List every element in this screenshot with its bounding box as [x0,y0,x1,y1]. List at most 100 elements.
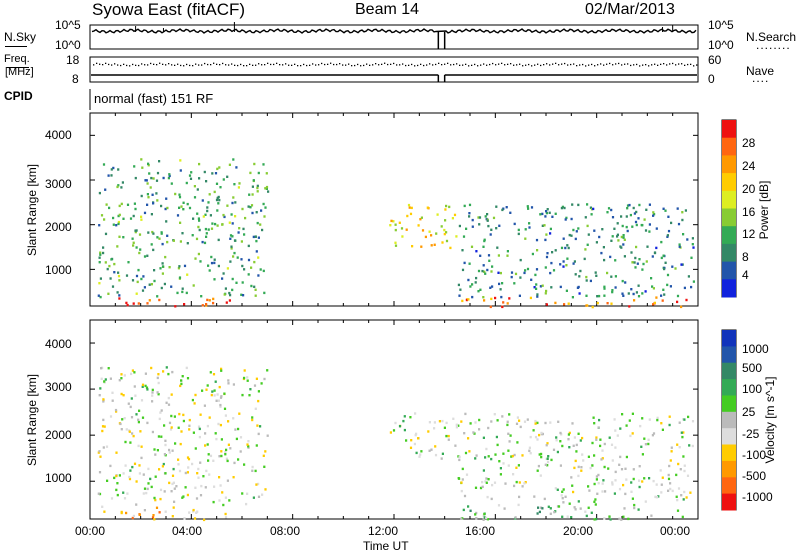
power-cell [483,270,486,273]
velocity-cell [222,503,225,507]
nave-dot [189,64,191,67]
nave-dot [225,64,227,66]
velocity-cell [568,502,571,505]
velocity-cell [198,427,201,431]
velocity-cell [475,517,478,520]
velocity-cell [159,488,163,492]
power-cell [550,261,553,265]
velocity-cell [124,464,127,467]
nave-dot [564,62,566,65]
vel-cbtick-25: 25 [742,405,756,419]
power-cell [192,217,195,220]
power-cell [98,224,101,227]
power-cell [628,203,631,207]
power-cell [138,251,141,255]
power-cell [198,177,201,180]
power-cell [165,197,168,200]
freq-tick-top: 18 [66,53,80,67]
velocity-cell [255,444,258,447]
power-cell [161,265,165,268]
power-cell [444,219,447,222]
nave-dot [594,65,596,67]
velocity-cell [150,366,153,370]
nave-dot [399,64,401,66]
power-cell [211,172,214,175]
velocity-cell [513,453,516,457]
power-colorbar-swatch [722,120,736,139]
power-cell [177,267,180,270]
power-cell [681,263,684,266]
power-cell [616,222,619,225]
power-cell [257,274,260,277]
power-cell [146,302,149,305]
velocity-cell [113,476,116,480]
velocity-colorbar-swatch [722,493,736,511]
velocity-cell [676,509,680,512]
power-cell [570,217,573,221]
velocity-cell [206,384,209,387]
nave-dot [570,63,572,66]
velocity-cell [143,509,146,512]
velocity-cell [528,446,531,449]
power-cell [583,257,586,261]
velocity-cell [208,416,211,419]
power-cell [626,204,630,207]
power-cell [147,231,150,234]
power-cell [188,206,192,210]
power-cell [242,294,245,297]
velocity-cell [587,506,590,509]
velocity-cell [194,393,197,397]
power-cell [420,216,423,219]
velocity-cell [186,377,190,380]
power-cell [661,299,664,302]
nave-dot [105,62,107,64]
power-cell [638,203,641,207]
power-cell [459,288,462,291]
power-cell [435,232,438,235]
power-cell [589,206,592,209]
velocity-cell [485,481,488,484]
velocity-cell [611,459,614,462]
velocity-cell [118,474,121,477]
power-cell [682,233,685,236]
velocity-cell [178,469,182,473]
power-cell [117,184,120,187]
power-cell [206,298,209,302]
velocity-cell [419,453,422,456]
velocity-cell [668,464,671,468]
velocity-cell [440,457,443,460]
velocity-cell [196,510,199,513]
time-tick-3: 12:00 [368,524,399,538]
velocity-cell [264,450,267,453]
nave-dot [291,64,293,66]
velocity-cell [538,433,541,437]
nave-dot [588,64,590,66]
power-cell [194,257,197,260]
velocity-cell [102,400,105,403]
velocity-cell [509,434,512,437]
power-cell [622,234,625,237]
power-cell [462,235,466,238]
power-cell [182,201,185,204]
nave-dot [528,63,530,66]
power-cell [613,227,616,230]
velocity-cell [434,453,438,457]
velocity-cell [98,450,101,453]
power-cell [164,255,167,259]
velocity-cell [123,374,126,377]
velocity-cell [624,492,627,496]
nave-dot [93,64,95,66]
power-cbtick-16: 16 [742,205,756,219]
power-cell [233,239,237,242]
power-cell [121,181,124,184]
power-cell [254,294,257,297]
power-cell [193,196,197,199]
velocity-cell [438,420,441,423]
power-cell [234,215,237,218]
velocity-cell [677,487,681,490]
velocity-cell [633,506,636,510]
power-cell [148,299,151,302]
power-cell [549,271,552,275]
velocity-cell [418,455,421,458]
nave-dot [180,64,182,67]
